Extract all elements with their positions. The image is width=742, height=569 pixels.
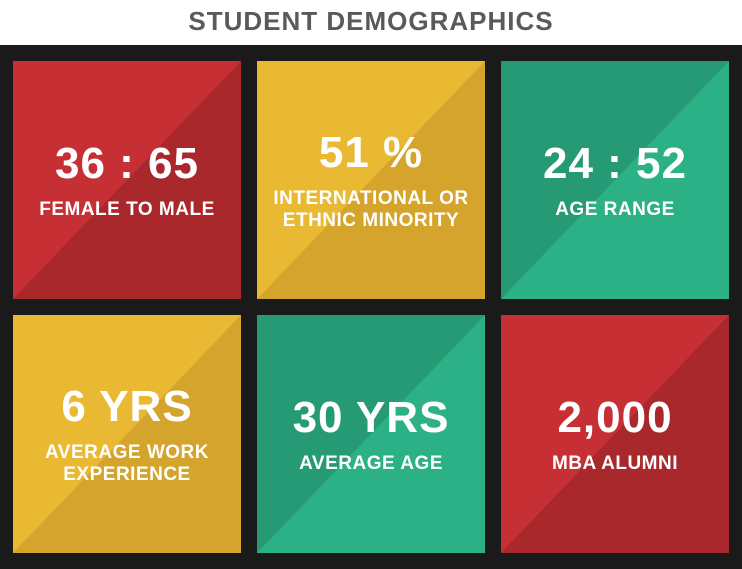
tile-age-range: 24 : 52 AGE RANGE bbox=[501, 61, 729, 299]
tile-stat: 30 YRS bbox=[293, 393, 450, 443]
tile-international: 51 % INTERNATIONAL ORETHNIC MINORITY bbox=[257, 61, 485, 299]
tile-stat: 2,000 bbox=[557, 393, 672, 443]
tile-label: MBA ALUMNI bbox=[552, 453, 678, 475]
tile-avg-age: 30 YRS AVERAGE AGE bbox=[257, 315, 485, 553]
tile-female-male: 36 : 65 FEMALE TO MALE bbox=[13, 61, 241, 299]
tile-label: AVERAGE WORKEXPERIENCE bbox=[45, 442, 209, 486]
tile-label: AVERAGE AGE bbox=[299, 453, 443, 475]
tile-label: FEMALE TO MALE bbox=[39, 199, 215, 221]
tile-stat: 24 : 52 bbox=[543, 139, 687, 189]
tile-stat: 36 : 65 bbox=[55, 139, 199, 189]
tile-mba-alumni: 2,000 MBA ALUMNI bbox=[501, 315, 729, 553]
tile-label: INTERNATIONAL ORETHNIC MINORITY bbox=[273, 188, 468, 232]
page-title: STUDENT DEMOGRAPHICS bbox=[188, 6, 553, 37]
demographics-grid: 36 : 65 FEMALE TO MALE 51 % INTERNATIONA… bbox=[0, 45, 742, 569]
tile-label: AGE RANGE bbox=[555, 199, 675, 221]
tile-stat: 51 % bbox=[319, 128, 423, 178]
tile-stat: 6 YRS bbox=[61, 382, 192, 432]
tile-work-exp: 6 YRS AVERAGE WORKEXPERIENCE bbox=[13, 315, 241, 553]
